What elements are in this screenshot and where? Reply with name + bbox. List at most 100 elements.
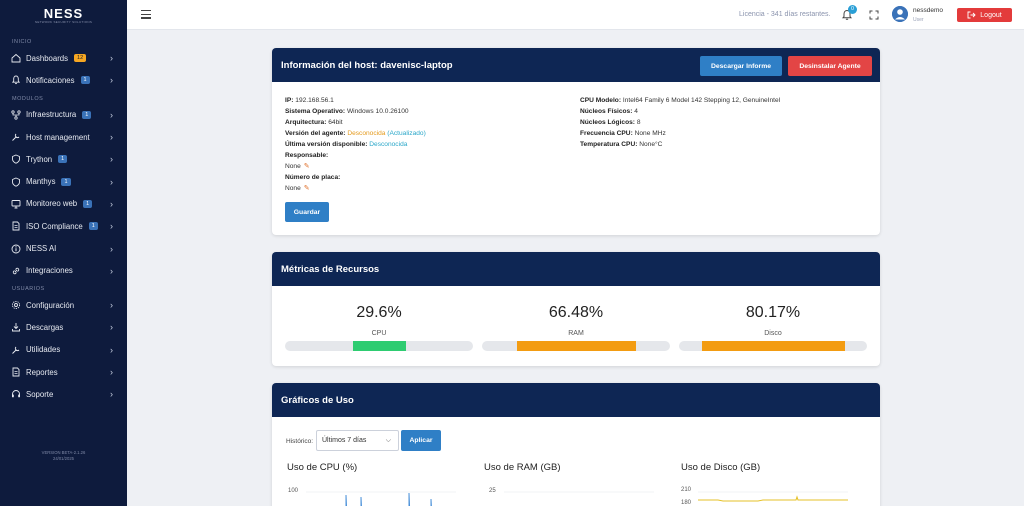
sidebar-item-label: NESS AI — [26, 244, 57, 254]
sidebar: NESS NETWORK SECURITY SOLUTIONS INICIO D… — [0, 0, 127, 506]
chevron-right-icon: › — [110, 367, 113, 377]
sidebar-item-infraestructura[interactable]: Infraestructura 1 › — [0, 104, 127, 126]
notification-count-badge: 0 — [848, 5, 857, 14]
cpu-model-value: Intel64 Family 6 Model 142 Stepping 12, … — [622, 97, 781, 104]
latest-version-value: Desconocida — [369, 141, 408, 148]
logo[interactable]: NESS NETWORK SECURITY SOLUTIONS — [0, 0, 127, 30]
license-status: Licencia - 341 días restantes. — [739, 11, 831, 18]
sidebar-item-descargas[interactable]: Descargas › — [0, 316, 127, 338]
plate-label-row: Número de placa: — [285, 174, 341, 181]
fullscreen-icon[interactable] — [869, 10, 879, 20]
sidebar-item-monitoreo-web[interactable]: Monitoreo web 1 › — [0, 193, 127, 215]
chevron-right-icon: › — [110, 243, 113, 254]
chevron-right-icon: › — [110, 322, 113, 333]
logo-text: NESS — [43, 5, 84, 21]
usage-charts-card: Gráficos de Uso Histórico: Últimos 7 día… — [272, 383, 880, 506]
logout-label: Logout — [980, 11, 1002, 19]
chevron-right-icon: › — [110, 176, 113, 187]
sidebar-item-notificaciones[interactable]: Notificaciones 1 › — [0, 69, 127, 91]
chevron-right-icon: › — [110, 53, 113, 64]
logout-button[interactable]: Logout — [957, 8, 1012, 22]
cpu-metric-label: CPU — [371, 330, 387, 337]
responsible-label-row: Responsable: — [285, 152, 329, 159]
sidebar-item-integraciones[interactable]: Integraciones › — [0, 260, 127, 282]
sidebar-item-manthys[interactable]: Manthys 1 › — [0, 170, 127, 192]
chevron-down-icon: ⌵ — [385, 437, 391, 444]
ram-chart-title: Uso de RAM (GB) — [484, 462, 561, 473]
logo-subtitle: NETWORK SECURITY SOLUTIONS — [34, 19, 93, 24]
cpu-frequency-row: Frecuencia CPU: None MHz — [580, 130, 666, 137]
wrench-icon — [11, 345, 21, 355]
disk-chart-tick-bottom: 180 — [681, 500, 692, 506]
document-icon — [11, 221, 21, 231]
save-button[interactable]: Guardar — [285, 202, 329, 222]
agent-status: (Actualizado) — [387, 130, 426, 137]
disk-metric-label: Disco — [764, 330, 782, 337]
sidebar-item-label: Descargas — [26, 322, 64, 332]
logout-icon — [967, 11, 976, 19]
count-badge: 1 — [83, 199, 93, 208]
sidebar-item-ness-ai[interactable]: NESS AI › — [0, 237, 127, 259]
cpu-metric: 29.6% CPU — [285, 286, 473, 351]
home-icon — [11, 53, 21, 63]
sidebar-item-reportes[interactable]: Reportes › — [0, 361, 127, 383]
sidebar-item-soporte[interactable]: Soporte › — [0, 383, 127, 405]
latest-version-row: Última versión disponible: Desconocida — [285, 141, 408, 148]
ram-metric: 66.48% RAM — [482, 286, 670, 351]
sidebar-item-configuracion[interactable]: Configuración › — [0, 294, 127, 316]
count-badge: 1 — [82, 110, 92, 119]
cpu-progress-bar — [285, 341, 473, 351]
chevron-right-icon: › — [110, 198, 113, 209]
time-range-select[interactable]: Últimos 7 días ⌵ — [316, 430, 399, 451]
chevron-right-icon: › — [110, 265, 113, 276]
chevron-right-icon: › — [110, 154, 113, 165]
sidebar-item-label: Infraestructura — [26, 110, 77, 120]
host-info-card: Información del host: davenisc-laptop De… — [272, 48, 880, 235]
ram-progress-bar — [482, 341, 670, 351]
count-badge: 1 — [88, 222, 98, 231]
cpu-chart — [306, 491, 456, 506]
chevron-right-icon: › — [110, 75, 113, 86]
gear-icon — [11, 300, 21, 310]
physical-cores-row: Núcleos Físicos: 4 — [580, 108, 638, 115]
sidebar-item-label: Configuración — [26, 300, 75, 310]
arch-row: Arquitectura: 64bit — [285, 119, 343, 126]
disk-metric: 80.17% Disco — [679, 286, 867, 351]
ram-chart-tick: 25 — [489, 488, 496, 494]
section-label-usuarios: USUARIOS — [12, 285, 45, 292]
ram-chart — [504, 491, 654, 493]
download-icon — [11, 322, 21, 332]
download-report-button[interactable]: Descargar Informe — [700, 56, 782, 76]
uninstall-agent-button[interactable]: Desinstalar Agente — [788, 56, 872, 76]
count-badge: 1 — [61, 177, 71, 186]
host-info-header: Información del host: davenisc-laptop De… — [272, 48, 880, 82]
user-avatar[interactable] — [892, 6, 908, 22]
cpu-chart-tick: 100 — [288, 488, 299, 494]
wrench-icon — [11, 132, 21, 142]
version-info: VERSION BETA-2.1.26 24/01/2025 — [0, 450, 127, 462]
sidebar-item-host-management[interactable]: Host management › — [0, 126, 127, 148]
sidebar-item-trython[interactable]: Trython 1 › — [0, 148, 127, 170]
bell-icon — [11, 75, 21, 85]
edit-responsible-icon[interactable]: ✎ — [303, 163, 310, 170]
metrics-title: Métricas de Recursos — [281, 263, 380, 275]
sidebar-item-utilidades[interactable]: Utilidades › — [0, 339, 127, 361]
sidebar-item-dashboards[interactable]: Dashboards 12 › — [0, 47, 127, 69]
cpu-frequency-value: None MHz — [634, 130, 666, 137]
edit-plate-icon[interactable]: ✎ — [303, 185, 310, 192]
menu-toggle-icon[interactable] — [141, 10, 151, 19]
apply-button[interactable]: Aplicar — [401, 430, 441, 451]
responsible-value: None — [285, 163, 301, 170]
charts-header: Gráficos de Uso — [272, 383, 880, 417]
sidebar-item-label: Utilidades — [26, 345, 61, 355]
cpu-temperature-row: Temperatura CPU: None°C — [580, 141, 663, 148]
historic-label: Histórico: — [286, 438, 314, 445]
disk-metric-value: 80.17% — [745, 304, 801, 321]
shield-icon — [11, 154, 21, 165]
chevron-right-icon: › — [110, 132, 113, 143]
sidebar-item-label: Integraciones — [26, 266, 73, 276]
document-icon — [11, 367, 21, 377]
disk-progress-bar — [679, 341, 867, 351]
host-details-right: CPU Modelo: Intel64 Family 6 Model 142 S… — [580, 95, 780, 150]
sidebar-item-iso-compliance[interactable]: ISO Compliance 1 › — [0, 215, 127, 237]
